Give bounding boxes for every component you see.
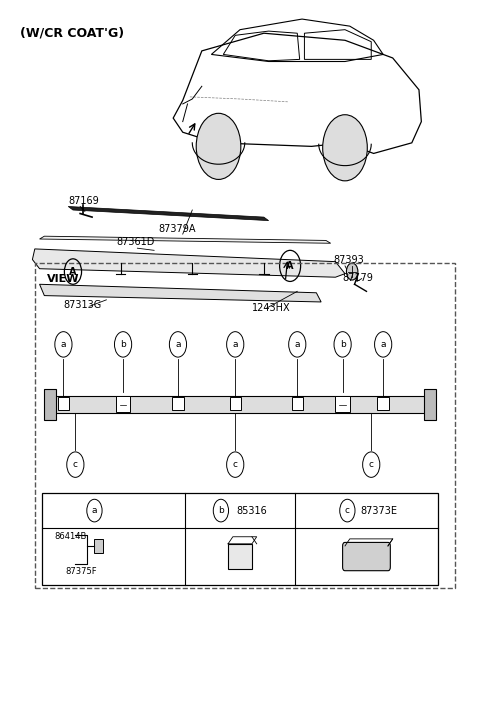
Text: b: b [120, 340, 126, 349]
FancyBboxPatch shape [343, 542, 390, 571]
FancyBboxPatch shape [229, 398, 241, 410]
Circle shape [347, 263, 358, 280]
Text: 87373E: 87373E [360, 506, 397, 515]
Text: 87179: 87179 [343, 273, 373, 283]
Text: 87375F: 87375F [66, 567, 97, 577]
Polygon shape [39, 236, 331, 244]
FancyBboxPatch shape [336, 396, 350, 412]
FancyBboxPatch shape [228, 544, 252, 569]
Text: A: A [69, 266, 77, 277]
FancyBboxPatch shape [291, 398, 303, 410]
Text: 87169: 87169 [68, 196, 99, 206]
Text: 86414B: 86414B [54, 532, 86, 541]
Text: 87393: 87393 [333, 255, 364, 265]
Text: 1243HX: 1243HX [252, 303, 290, 313]
Polygon shape [39, 284, 321, 302]
FancyBboxPatch shape [424, 388, 436, 420]
Text: A: A [287, 261, 294, 271]
Text: a: a [232, 340, 238, 349]
Polygon shape [33, 249, 345, 277]
Text: (W/CR COAT'G): (W/CR COAT'G) [21, 26, 125, 39]
Text: 87313G: 87313G [63, 300, 102, 310]
Circle shape [196, 114, 241, 180]
Text: c: c [73, 460, 78, 469]
Text: a: a [381, 340, 386, 349]
Text: a: a [175, 340, 180, 349]
Text: b: b [340, 340, 346, 349]
Text: 87361D: 87361D [116, 237, 154, 247]
FancyBboxPatch shape [58, 398, 69, 410]
FancyBboxPatch shape [44, 388, 56, 420]
Text: b: b [218, 506, 224, 515]
Text: a: a [92, 506, 97, 515]
FancyBboxPatch shape [116, 396, 130, 412]
Text: 87379A: 87379A [159, 224, 196, 234]
Text: c: c [369, 460, 374, 469]
FancyBboxPatch shape [377, 398, 389, 410]
Text: 85316: 85316 [237, 506, 267, 515]
Text: c: c [345, 506, 350, 515]
Text: a: a [295, 340, 300, 349]
FancyBboxPatch shape [95, 539, 103, 553]
Polygon shape [68, 207, 269, 221]
Text: a: a [60, 340, 66, 349]
Circle shape [323, 115, 367, 181]
Text: VIEW: VIEW [47, 273, 79, 284]
FancyBboxPatch shape [49, 395, 431, 413]
Text: c: c [233, 460, 238, 469]
FancyBboxPatch shape [172, 398, 184, 410]
